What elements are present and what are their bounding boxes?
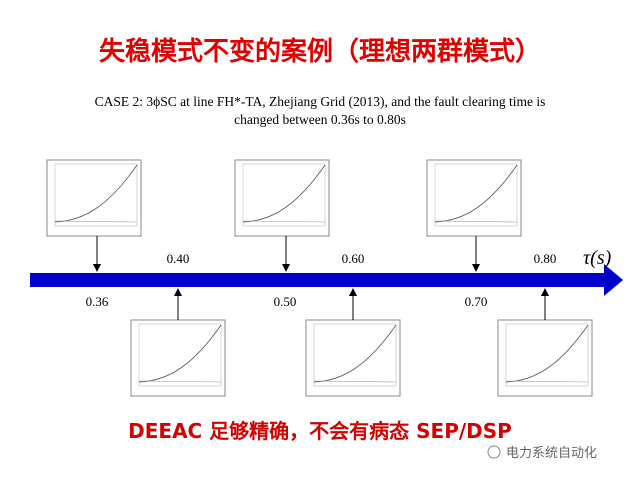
axis-label: τ(s)	[583, 247, 612, 269]
thumbnail-curve	[54, 220, 138, 223]
thumbnail-axes	[313, 323, 397, 387]
thumbnail-curve	[434, 220, 518, 223]
time-label: 0.60	[342, 251, 365, 266]
thumbnail-axes	[242, 163, 326, 227]
watermark: 电力系统自动化	[506, 446, 597, 461]
slide-title: 失稳模式不变的案例（理想两群模式）	[99, 36, 541, 67]
thumbnail-axes	[505, 323, 589, 387]
thumbnail-frame	[130, 319, 226, 397]
thumbnail-axes	[434, 163, 518, 227]
time-label: 0.50	[274, 294, 297, 309]
thumbnail-frame	[46, 159, 142, 237]
tick-labels: 0.40 0.60 0.80 0.36 0.50 0.70	[86, 251, 557, 309]
watermark-icon	[487, 445, 501, 459]
thumbnail-frame	[426, 159, 522, 237]
thumbnail-axes	[138, 323, 222, 387]
time-label: 0.70	[465, 294, 488, 309]
thumbnail-frame	[305, 319, 401, 397]
time-label: 0.40	[167, 251, 190, 266]
subtitle-line: changed between 0.36s to 0.80s	[234, 112, 406, 127]
subtitle-line: CASE 2: 3ϕSC at line FH*-TA, Zhejiang Gr…	[95, 94, 546, 109]
time-axis	[30, 273, 608, 287]
thumbnails	[46, 159, 593, 397]
thumbnail-curve	[313, 380, 397, 383]
time-label: 0.36	[86, 294, 109, 309]
thumbnail-axes	[54, 163, 138, 227]
thumbnail-frame	[497, 319, 593, 397]
axis-arrowhead	[604, 264, 623, 296]
thumbnail-frame	[234, 159, 330, 237]
thumbnail-curve	[242, 220, 326, 223]
time-label: 0.80	[534, 251, 557, 266]
thumbnail-curve	[505, 380, 589, 383]
thumbnail-curve	[138, 380, 222, 383]
conclusion: DEEAC 足够精确，不会有病态 SEP/DSP	[128, 419, 512, 443]
